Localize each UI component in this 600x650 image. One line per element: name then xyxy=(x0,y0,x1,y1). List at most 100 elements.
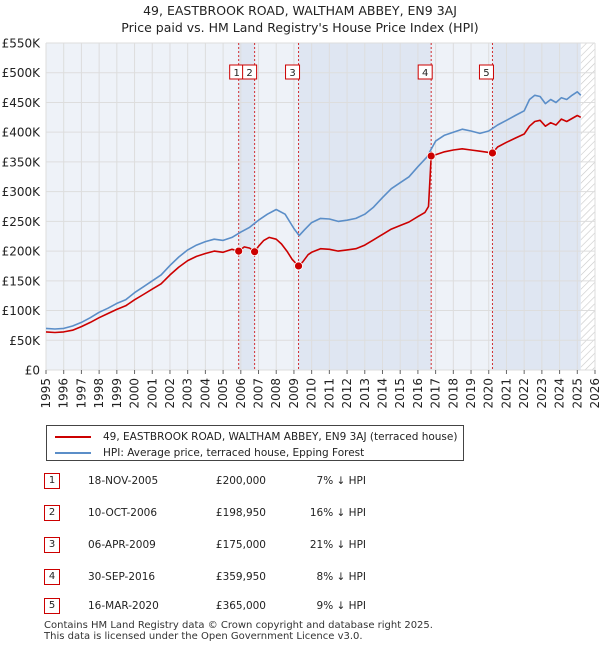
chart-title: 49, EASTBROOK ROAD, WALTHAM ABBEY, EN9 3… xyxy=(143,3,457,18)
y-tick-label: £300K xyxy=(2,185,42,199)
legend-swatch-hpi xyxy=(55,452,91,454)
y-tick-label: £100K xyxy=(2,304,42,318)
x-tick-label: 2001 xyxy=(145,378,159,409)
sale-number-label: 1 xyxy=(233,68,239,79)
x-tick-label: 2012 xyxy=(340,378,354,409)
hpi-series-line xyxy=(45,91,582,330)
x-tick-label: 2007 xyxy=(252,378,266,409)
sale-point xyxy=(426,151,436,161)
sale-number-badge: 1 xyxy=(44,473,60,489)
x-tick-label: 2019 xyxy=(464,378,478,409)
sale-number-badge: 5 xyxy=(44,598,60,614)
sale-date: 16-MAR-2020 xyxy=(88,600,159,612)
sale-hpi-diff: 8% ↓ HPI xyxy=(316,571,366,583)
sale-number-box xyxy=(242,64,258,80)
chart-legend: 49, EASTBROOK ROAD, WALTHAM ABBEY, EN9 3… xyxy=(46,425,464,461)
x-tick-label: 1999 xyxy=(110,378,124,409)
sale-hpi-diff: 9% ↓ HPI xyxy=(316,600,366,612)
y-tick-label: £350K xyxy=(2,155,42,169)
y-tick-label: £200K xyxy=(2,245,42,259)
sale-date: 18-NOV-2005 xyxy=(88,475,159,487)
sale-price: £175,000 xyxy=(215,539,266,551)
sale-hpi-diff: 21% ↓ HPI xyxy=(309,539,366,551)
legend-swatch-property xyxy=(55,436,91,438)
footer-license: This data is licensed under the Open Gov… xyxy=(44,631,363,642)
sale-price: £359,950 xyxy=(215,571,266,583)
sale-hpi-diff: 7% ↓ HPI xyxy=(316,475,366,487)
sale-row: 1 18-NOV-2005 £200,000 7% ↓ HPI xyxy=(44,472,444,490)
sale-row: 3 06-APR-2009 £175,000 21% ↓ HPI xyxy=(44,536,444,554)
x-tick-label: 2003 xyxy=(181,378,195,409)
x-tick-label: 2020 xyxy=(482,378,496,409)
price-chart: £0 £50K £100K £150K £200K £250K £300K £350K £400… xyxy=(2,37,600,409)
y-tick-label: £550K xyxy=(2,37,42,51)
sale-price: £198,950 xyxy=(215,507,266,519)
x-tick-label: 2013 xyxy=(358,378,372,409)
sale-price: £365,000 xyxy=(215,600,266,612)
y-tick-label: £0 xyxy=(25,364,40,378)
sale-point xyxy=(250,247,260,257)
x-tick-label: 2021 xyxy=(499,378,513,409)
sale-row: 5 16-MAR-2020 £365,000 9% ↓ HPI xyxy=(44,597,444,615)
chart-title-block: 49, EASTBROOK ROAD, WALTHAM ABBEY, EN9 3… xyxy=(0,2,600,36)
y-tick-label: £400K xyxy=(2,126,42,140)
legend-item-hpi: HPI: Average price, terraced house, Eppi… xyxy=(55,446,364,460)
ownership-shade xyxy=(238,43,255,370)
sale-hpi-diff: 16% ↓ HPI xyxy=(309,507,366,519)
sale-number-label: 3 xyxy=(289,68,295,79)
footer-copyright: Contains HM Land Registry data © Crown c… xyxy=(44,620,433,631)
y-tick-label: £50K xyxy=(9,334,41,348)
x-tick-label: 2026 xyxy=(588,378,600,409)
x-tick-label: 1995 xyxy=(39,378,53,409)
x-tick-label: 2024 xyxy=(553,378,567,409)
y-tick-label: £500K xyxy=(2,66,42,80)
sale-number-label: 4 xyxy=(422,68,428,79)
legend-label-property: 49, EASTBROOK ROAD, WALTHAM ABBEY, EN9 3… xyxy=(103,431,458,443)
x-tick-label: 1998 xyxy=(92,378,106,409)
x-tick-label: 2006 xyxy=(234,378,248,409)
x-tick-label: 2002 xyxy=(163,378,177,409)
x-tick-label: 2004 xyxy=(198,378,212,409)
x-tick-label: 2000 xyxy=(128,378,142,409)
x-tick-label: 1996 xyxy=(57,378,71,409)
sale-number-box xyxy=(417,64,433,80)
sale-number-box xyxy=(285,64,301,80)
x-tick-label: 2025 xyxy=(570,378,584,409)
sale-number-badge: 4 xyxy=(44,569,60,585)
future-hatch xyxy=(580,43,595,370)
sale-date: 30-SEP-2016 xyxy=(88,571,156,583)
x-tick-label: 1997 xyxy=(74,378,88,409)
x-tick-label: 2023 xyxy=(535,378,549,409)
sale-number-badge: 2 xyxy=(44,505,60,521)
sale-price: £200,000 xyxy=(215,475,266,487)
y-tick-label: £150K xyxy=(2,274,42,288)
sale-number-box xyxy=(478,64,494,80)
legend-label-hpi: HPI: Average price, terraced house, Eppi… xyxy=(103,447,365,459)
x-tick-label: 2022 xyxy=(517,378,531,409)
sale-row: 2 10-OCT-2006 £198,950 16% ↓ HPI xyxy=(44,504,444,522)
x-tick-label: 2017 xyxy=(429,378,443,409)
chart-subtitle: Price paid vs. HM Land Registry's House … xyxy=(121,20,479,35)
y-tick-label: £450K xyxy=(2,96,42,110)
legend-item-property: 49, EASTBROOK ROAD, WALTHAM ABBEY, EN9 3… xyxy=(55,430,457,444)
sale-number-label: 2 xyxy=(246,68,252,79)
x-tick-label: 2014 xyxy=(375,378,389,409)
sale-date: 06-APR-2009 xyxy=(88,539,156,551)
sale-row: 4 30-SEP-2016 £359,950 8% ↓ HPI xyxy=(44,568,444,586)
x-tick-label: 2018 xyxy=(446,378,460,409)
footer: Contains HM Land Registry data © Crown c… xyxy=(44,620,433,642)
x-tick-label: 2015 xyxy=(393,378,407,409)
sale-number-badge: 3 xyxy=(44,537,60,553)
sale-point xyxy=(488,148,497,158)
x-tick-label: 2009 xyxy=(287,378,301,409)
y-tick-label: £250K xyxy=(2,215,42,229)
x-tick-label: 2008 xyxy=(269,378,283,409)
x-tick-label: 2016 xyxy=(411,378,425,409)
ownership-shade xyxy=(492,43,581,370)
x-tick-label: 2005 xyxy=(216,378,230,409)
sale-point xyxy=(294,261,303,271)
sale-date: 10-OCT-2006 xyxy=(88,507,157,519)
property-series-line xyxy=(45,114,582,334)
x-tick-label: 2010 xyxy=(305,378,319,409)
sale-number-label: 5 xyxy=(483,68,489,79)
